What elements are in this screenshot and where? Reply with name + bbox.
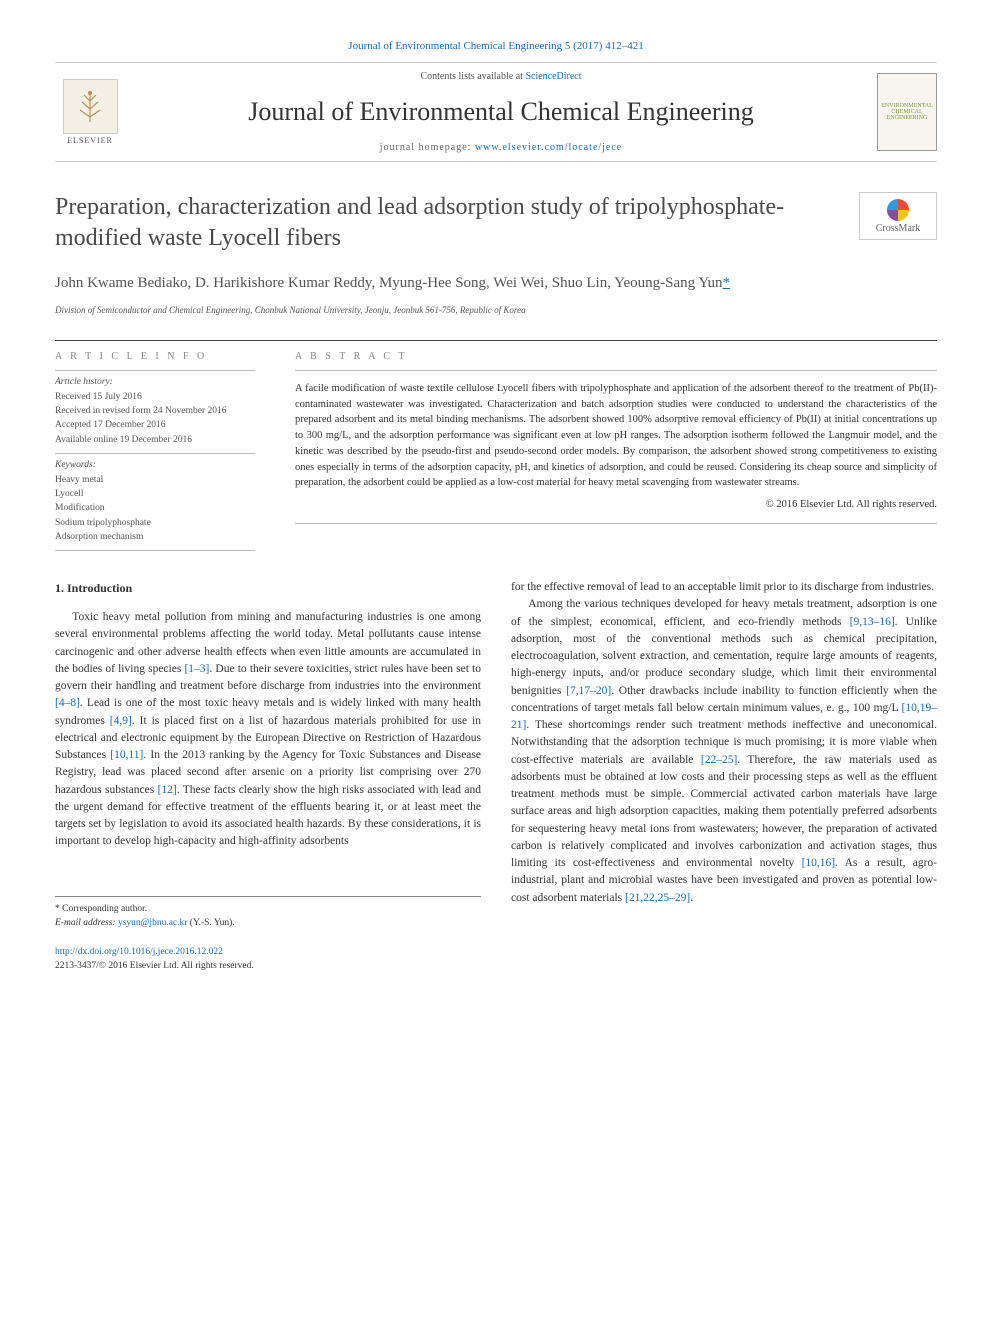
article-info-column: A R T I C L E I N F O Article history: R… bbox=[55, 341, 275, 551]
right-column: for the effective removal of lead to an … bbox=[511, 579, 937, 974]
abstract-text: A facile modification of waste textile c… bbox=[295, 383, 937, 489]
title-row: Preparation, characterization and lead a… bbox=[55, 192, 937, 254]
keywords-title: Keywords: bbox=[55, 460, 255, 470]
authors-text: John Kwame Bediako, D. Harikishore Kumar… bbox=[55, 275, 723, 291]
publisher-logo: ELSEVIER bbox=[55, 72, 125, 152]
left-column: 1. Introduction Toxic heavy metal pollut… bbox=[55, 579, 481, 974]
corresponding-author-mark[interactable]: * bbox=[723, 275, 731, 291]
corresponding-author-footer: * Corresponding author. E-mail address: … bbox=[55, 896, 481, 931]
publisher-name: ELSEVIER bbox=[67, 136, 113, 145]
body-columns: 1. Introduction Toxic heavy metal pollut… bbox=[55, 579, 937, 974]
corr-author-label: * Corresponding author. bbox=[55, 902, 481, 916]
email-line: E-mail address: ysyun@jbnu.ac.kr (Y.-S. … bbox=[55, 916, 481, 930]
crossmark-badge[interactable]: CrossMark bbox=[859, 192, 937, 240]
abstract-body: A facile modification of waste textile c… bbox=[295, 370, 937, 524]
text-run: for the effective removal of lead to an … bbox=[511, 581, 934, 593]
body-paragraph: for the effective removal of lead to an … bbox=[511, 579, 937, 596]
article-title: Preparation, characterization and lead a… bbox=[55, 192, 859, 254]
text-run: . bbox=[690, 892, 693, 904]
reference-link[interactable]: [21,22,25–29] bbox=[625, 892, 690, 904]
reference-link[interactable]: [22–25] bbox=[701, 754, 737, 766]
reference-link[interactable]: [10,11] bbox=[110, 749, 143, 761]
history-title: Article history: bbox=[55, 377, 255, 387]
reference-link[interactable]: [9,13–16] bbox=[850, 616, 895, 628]
homepage-prefix: journal homepage: bbox=[380, 142, 475, 153]
reference-link[interactable]: [1–3] bbox=[184, 663, 209, 675]
doi-block: http://dx.doi.org/10.1016/j.jece.2016.12… bbox=[55, 945, 481, 974]
header-center: Contents lists available at ScienceDirec… bbox=[125, 71, 877, 153]
article-info-heading: A R T I C L E I N F O bbox=[55, 341, 255, 370]
reference-link[interactable]: [7,17–20] bbox=[566, 685, 611, 697]
history-item: Received in revised form 24 November 201… bbox=[55, 404, 255, 418]
citation-link[interactable]: Journal of Environmental Chemical Engine… bbox=[348, 40, 643, 52]
crossmark-icon bbox=[887, 199, 909, 221]
doi-link[interactable]: http://dx.doi.org/10.1016/j.jece.2016.12… bbox=[55, 947, 223, 957]
email-label: E-mail address: bbox=[55, 918, 118, 928]
email-suffix: (Y.-S. Yun). bbox=[187, 918, 234, 928]
keywords-block: Keywords: Heavy metal Lyocell Modificati… bbox=[55, 453, 255, 551]
email-link[interactable]: ysyun@jbnu.ac.kr bbox=[118, 918, 187, 928]
reference-link[interactable]: [12] bbox=[158, 784, 177, 796]
homepage-line: journal homepage: www.elsevier.com/locat… bbox=[125, 142, 877, 153]
journal-header: ELSEVIER Contents lists available at Sci… bbox=[55, 62, 937, 162]
homepage-link[interactable]: www.elsevier.com/locate/jece bbox=[475, 142, 622, 153]
keyword-item: Lyocell bbox=[55, 487, 255, 501]
keyword-item: Sodium tripolyphosphate bbox=[55, 516, 255, 530]
cover-text: ENVIRONMENTAL CHEMICAL ENGINEERING bbox=[880, 103, 934, 121]
section-heading: 1. Introduction bbox=[55, 579, 481, 597]
journal-title: Journal of Environmental Chemical Engine… bbox=[125, 97, 877, 127]
elsevier-tree-icon bbox=[63, 79, 118, 134]
citation-line: Journal of Environmental Chemical Engine… bbox=[55, 40, 937, 52]
history-block: Article history: Received 15 July 2016 R… bbox=[55, 370, 255, 453]
keyword-item: Heavy metal bbox=[55, 473, 255, 487]
contents-prefix: Contents lists available at bbox=[420, 71, 525, 82]
info-abstract-row: A R T I C L E I N F O Article history: R… bbox=[55, 340, 937, 551]
author-list: John Kwame Bediako, D. Harikishore Kumar… bbox=[55, 272, 937, 295]
reference-link[interactable]: [4,9] bbox=[110, 715, 132, 727]
text-run: . Therefore, the raw materials used as a… bbox=[511, 754, 937, 870]
page-container: Journal of Environmental Chemical Engine… bbox=[0, 0, 992, 1014]
reference-link[interactable]: [10,16] bbox=[802, 857, 836, 869]
history-item: Accepted 17 December 2016 bbox=[55, 418, 255, 432]
sciencedirect-link[interactable]: ScienceDirect bbox=[525, 71, 581, 82]
abstract-heading: A B S T R A C T bbox=[295, 341, 937, 370]
abstract-column: A B S T R A C T A facile modification of… bbox=[275, 341, 937, 551]
history-item: Available online 19 December 2016 bbox=[55, 433, 255, 447]
reference-link[interactable]: [4–8] bbox=[55, 697, 80, 709]
issn-line: 2213-3437/© 2016 Elsevier Ltd. All right… bbox=[55, 959, 481, 973]
body-paragraph: Among the various techniques developed f… bbox=[511, 596, 937, 907]
crossmark-label: CrossMark bbox=[876, 223, 920, 234]
keyword-item: Adsorption mechanism bbox=[55, 530, 255, 544]
copyright-line: © 2016 Elsevier Ltd. All rights reserved… bbox=[295, 497, 937, 513]
keyword-item: Modification bbox=[55, 501, 255, 515]
affiliation: Division of Semiconductor and Chemical E… bbox=[55, 305, 937, 315]
history-item: Received 15 July 2016 bbox=[55, 390, 255, 404]
body-paragraph: Toxic heavy metal pollution from mining … bbox=[55, 609, 481, 851]
journal-cover-thumbnail: ENVIRONMENTAL CHEMICAL ENGINEERING bbox=[877, 73, 937, 151]
contents-available: Contents lists available at ScienceDirec… bbox=[125, 71, 877, 82]
